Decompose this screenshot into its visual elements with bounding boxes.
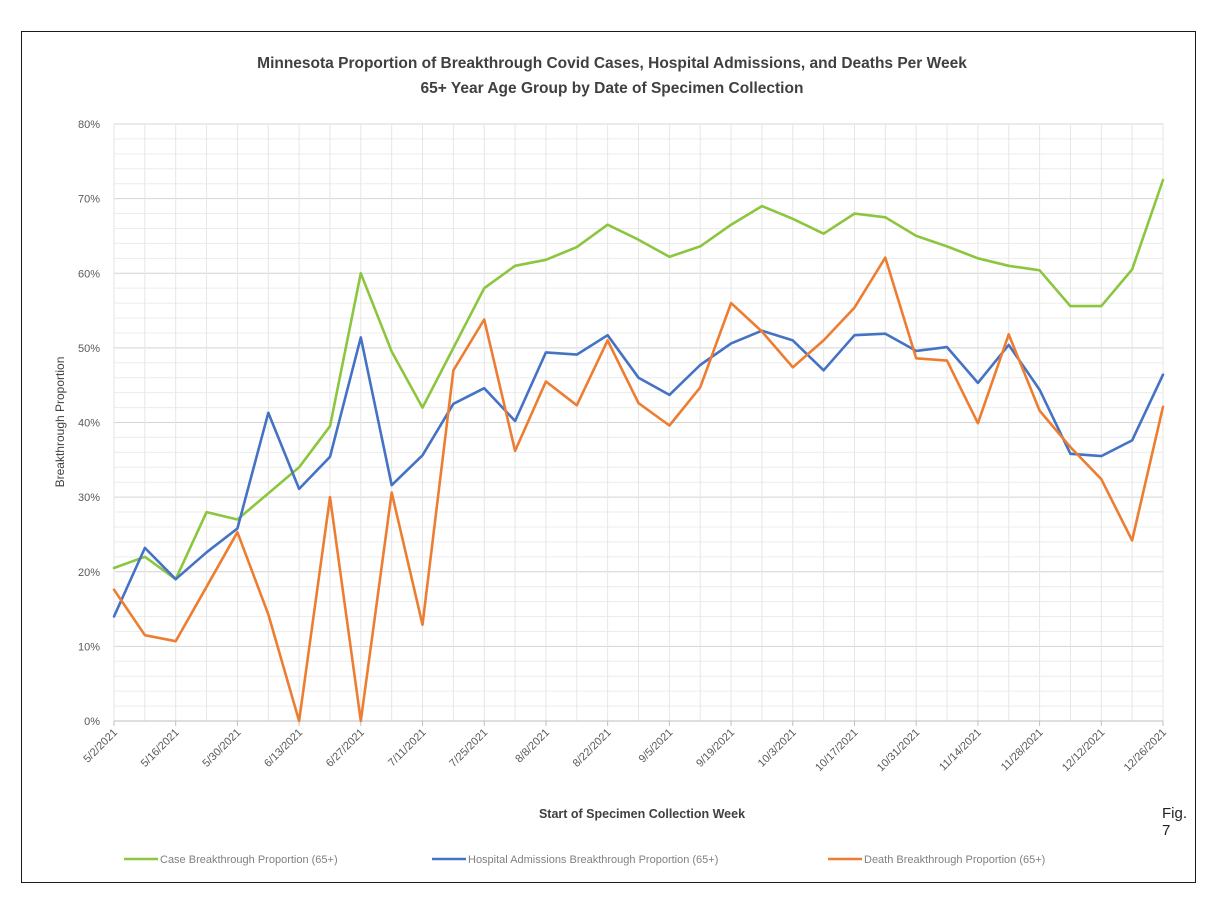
x-tick-label: 12/12/2021: [1060, 727, 1107, 774]
x-axis-label: Start of Specimen Collection Week: [539, 807, 745, 821]
y-tick-label: 60%: [78, 268, 100, 280]
x-tick-label: 11/14/2021: [937, 727, 984, 774]
line-chart: Minnesota Proportion of Breakthrough Cov…: [53, 55, 1169, 866]
y-tick-label: 20%: [78, 567, 100, 579]
x-tick-label: 5/2/2021: [81, 727, 120, 766]
legend-label: Hospital Admissions Breakthrough Proport…: [468, 854, 718, 866]
legend-label: Death Breakthrough Proportion (65+): [864, 854, 1045, 866]
series-lines: [112, 178, 1165, 723]
y-tick-label: 0%: [84, 716, 100, 728]
chart-title: Minnesota Proportion of Breakthrough Cov…: [257, 55, 967, 72]
figure-label: Fig. 7: [1162, 805, 1188, 839]
x-tick-label: 9/19/2021: [694, 727, 737, 770]
x-tick-label: 7/11/2021: [386, 727, 429, 770]
series-line-death-breakthrough-proportion-65: [112, 256, 1165, 723]
x-tick-label: 6/13/2021: [262, 727, 305, 770]
chart-frame: Minnesota Proportion of Breakthrough Cov…: [21, 31, 1196, 883]
x-tick-label: 10/3/2021: [756, 727, 799, 770]
y-axis-ticks: 0% 10% 20% 30% 40% 50% 60% 70% 80%: [78, 119, 100, 728]
series-line-hospital-admissions-breakthrough-proportion-65: [112, 329, 1165, 618]
legend: Case Breakthrough Proportion (65+) Hospit…: [124, 854, 1045, 866]
chart-subtitle: 65+ Year Age Group by Date of Specimen C…: [421, 80, 804, 97]
y-tick-label: 80%: [78, 119, 100, 131]
y-tick-label: 40%: [78, 418, 100, 430]
x-tick-label: 5/30/2021: [200, 727, 243, 770]
y-tick-label: 10%: [78, 641, 100, 653]
y-axis-label: Breakthrough Proportion: [53, 357, 67, 488]
x-tick-label: 11/28/2021: [999, 727, 1046, 774]
x-tick-label: 9/5/2021: [637, 727, 676, 766]
x-tick-label: 10/31/2021: [875, 727, 922, 774]
x-tick-label: 7/25/2021: [447, 727, 490, 770]
x-tick-label: 12/26/2021: [1122, 727, 1169, 774]
y-tick-label: 70%: [78, 194, 100, 206]
x-axis-ticks: 5/2/2021 5/16/2021 5/30/2021 6/13/2021 6/27/…: [81, 721, 1169, 774]
y-tick-label: 30%: [78, 492, 100, 504]
y-tick-label: 50%: [78, 343, 100, 355]
series-line-case-breakthrough-proportion-65: [112, 178, 1165, 581]
legend-label: Case Breakthrough Proportion (65+): [160, 854, 338, 866]
x-tick-label: 6/27/2021: [324, 727, 367, 770]
x-tick-label: 5/16/2021: [139, 727, 182, 770]
x-tick-label: 10/17/2021: [813, 727, 860, 774]
x-tick-label: 8/22/2021: [571, 727, 614, 770]
x-tick-label: 8/8/2021: [513, 727, 552, 766]
